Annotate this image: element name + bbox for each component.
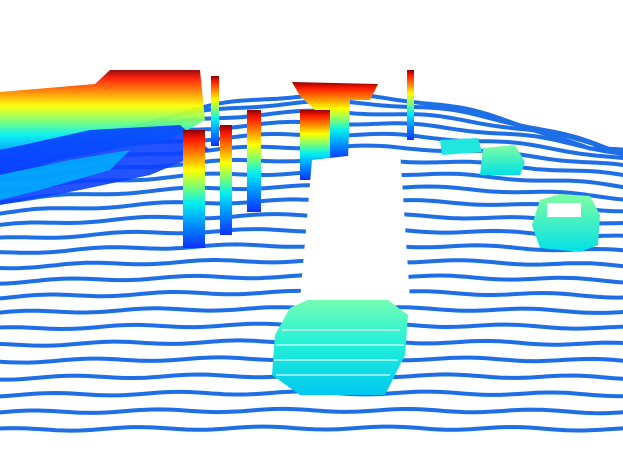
building-facade: [0, 70, 210, 205]
pole: [211, 70, 414, 212]
occlusion-shadow: [300, 150, 410, 300]
car-distant: [480, 145, 525, 175]
car-right: [532, 194, 600, 252]
ground-scan-ring: [0, 406, 623, 416]
car-distant: [440, 138, 482, 155]
car-foreground: [272, 294, 408, 395]
ground-scan-ring: [0, 424, 623, 433]
tree-trunk: [183, 125, 232, 248]
